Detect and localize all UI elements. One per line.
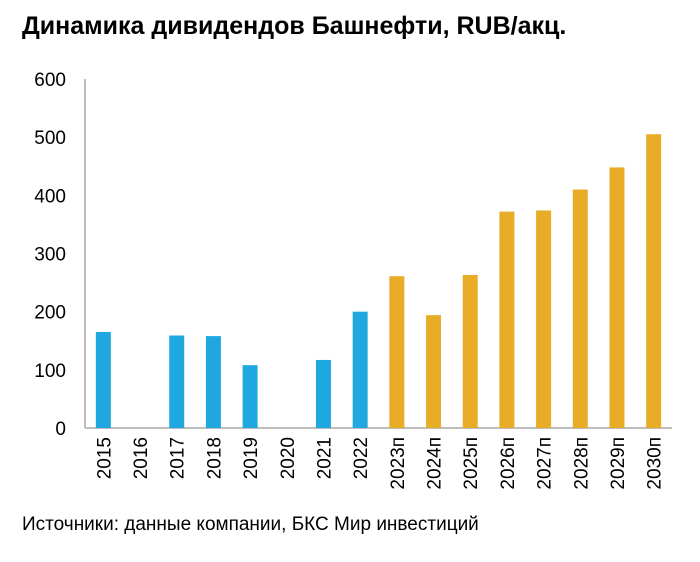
x-tick-label: 2021: [314, 437, 335, 479]
x-tick-label: 2022: [351, 437, 372, 479]
y-tick-label: 0: [55, 419, 66, 440]
bars: [95, 134, 662, 428]
bar-2018: [205, 336, 221, 428]
bar-2028п: [572, 189, 588, 428]
x-tick-label: 2020: [278, 437, 299, 479]
bar-2024п: [426, 315, 442, 428]
x-tick-label: 2026п: [498, 437, 519, 490]
bar-2019: [242, 365, 258, 428]
bar-2015: [95, 332, 111, 428]
bar-2021: [315, 359, 331, 428]
bar-2023п: [389, 276, 405, 428]
bar-2029п: [609, 167, 625, 428]
x-tick-label: 2019: [241, 437, 262, 479]
x-tick-label: 2023п: [388, 437, 409, 490]
x-tick-label: 2028п: [571, 437, 592, 490]
chart-title: Динамика дивидендов Башнефти, RUB/акц.: [22, 12, 567, 40]
y-tick-label: 500: [34, 128, 66, 149]
bar-2017: [169, 335, 185, 428]
y-tick-label: 300: [34, 245, 66, 266]
x-tick-label: 2024п: [425, 437, 446, 490]
x-tick-label: 2018: [204, 437, 225, 479]
x-tick-label: 2017: [168, 437, 189, 479]
y-tick-labels: 0 100 200 300 400 500 600: [34, 70, 66, 440]
source-note: Источники: данные компании, БКС Мир инве…: [22, 514, 479, 535]
x-tick-label: 2030п: [645, 437, 666, 490]
y-tick-label: 600: [34, 70, 66, 91]
bar-2025п: [462, 275, 478, 428]
y-tick-label: 400: [34, 186, 66, 207]
bar-2030п: [646, 134, 662, 428]
y-tick-label: 100: [34, 361, 66, 382]
bar-2027п: [536, 210, 552, 428]
bar-2026п: [499, 211, 515, 428]
x-tick-labels: 2015 2016 2017 2018 2019 2020 2021 2022 2023п 202…: [94, 437, 665, 490]
x-tick-label: 2025п: [461, 437, 482, 490]
x-tick-label: 2029п: [608, 437, 629, 490]
y-tick-label: 200: [34, 303, 66, 324]
x-tick-label: 2016: [131, 437, 152, 479]
x-tick-label: 2015: [94, 437, 115, 479]
x-tick-label: 2027п: [535, 437, 556, 490]
bar-2022: [352, 311, 368, 428]
